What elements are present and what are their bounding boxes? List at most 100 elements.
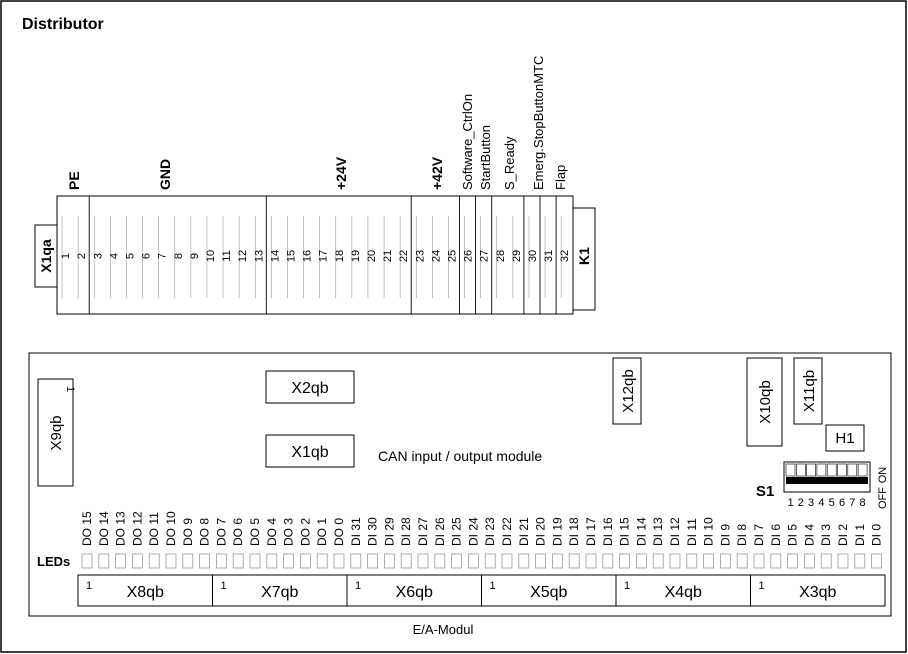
led-indicator bbox=[619, 553, 630, 569]
led-indicator bbox=[552, 553, 563, 569]
bottom-connector-label: X4qb bbox=[665, 584, 702, 601]
io-label: DO 1 bbox=[315, 518, 329, 546]
bottom-connector-pin: 1 bbox=[355, 580, 361, 592]
led-indicator bbox=[131, 553, 143, 569]
led-indicator bbox=[266, 553, 278, 569]
s1-switch-bar bbox=[786, 477, 868, 484]
terminal-body bbox=[56, 195, 574, 315]
dip-number: 6 bbox=[839, 497, 845, 509]
io-label: DI 13 bbox=[651, 517, 665, 546]
bottom-connector-label: X5qb bbox=[530, 584, 567, 601]
distributor-block: X1qa K1 1 2 3 4 5 6 7 8 9 10 11 12 13 14 15 16 17 18 19 20 2… bbox=[34, 195, 596, 315]
io-label: DI 11 bbox=[685, 518, 699, 546]
pin-number: 6 bbox=[141, 253, 153, 259]
led-indicator bbox=[837, 553, 849, 569]
k1-label: K1 bbox=[576, 247, 592, 265]
signal-label-flap: Flap bbox=[553, 165, 568, 190]
pin-number: 29 bbox=[511, 250, 523, 262]
io-label: DI 6 bbox=[769, 524, 783, 546]
io-label: DI 2 bbox=[836, 524, 850, 546]
pin-number: 22 bbox=[398, 250, 410, 262]
bottom-connector bbox=[750, 574, 886, 607]
bottom-connector-label: X6qb bbox=[396, 584, 433, 601]
bottom-connector bbox=[212, 574, 348, 607]
io-label: DO 4 bbox=[265, 518, 279, 546]
pin-number: 7 bbox=[157, 253, 169, 259]
io-label: DI 26 bbox=[433, 517, 447, 546]
bottom-connector-pin: 1 bbox=[624, 580, 630, 592]
io-label: DO 3 bbox=[282, 518, 296, 546]
dip-cell bbox=[837, 463, 847, 477]
dip-cells bbox=[785, 463, 868, 477]
io-label: DO 5 bbox=[248, 518, 262, 546]
led-indicator bbox=[165, 553, 177, 569]
led-indicator bbox=[316, 553, 328, 569]
x12qb-label: X12qb bbox=[620, 369, 637, 412]
pin-number: 17 bbox=[318, 250, 330, 262]
io-label: DI 24 bbox=[466, 517, 480, 546]
led-indicator bbox=[602, 553, 614, 569]
led-indicator bbox=[417, 553, 429, 569]
pin-number: 15 bbox=[285, 250, 297, 262]
led-indicator bbox=[215, 553, 227, 569]
module-footer: E/A-Modul bbox=[413, 622, 474, 637]
io-label: DO 11 bbox=[147, 512, 161, 546]
io-label: DI 23 bbox=[483, 517, 497, 546]
dip-number: 8 bbox=[860, 497, 866, 509]
io-label: DI 12 bbox=[668, 517, 682, 546]
pin-number: 26 bbox=[463, 250, 475, 262]
pin-numbers: 1 2 3 4 5 6 7 8 9 10 11 12 13 14 15 16 17 18 19 20 21 22 23 24 2… bbox=[60, 250, 571, 262]
led-indicator bbox=[451, 553, 463, 569]
led-indicator bbox=[367, 553, 379, 569]
io-label: DO 2 bbox=[298, 518, 312, 546]
led-indicator bbox=[854, 553, 866, 569]
led-indicator bbox=[871, 553, 882, 569]
pin-separators bbox=[88, 196, 557, 314]
io-label: DI 18 bbox=[567, 517, 581, 546]
bottom-connector-pin: 1 bbox=[490, 580, 496, 592]
io-label: DI 10 bbox=[702, 517, 716, 546]
group-label-24v: +24V bbox=[333, 156, 349, 190]
pin-number: 16 bbox=[302, 250, 314, 262]
x11qb-label: X11qb bbox=[801, 370, 818, 412]
led-indicator bbox=[686, 553, 698, 569]
dip-number: 4 bbox=[818, 497, 824, 509]
dip-number: 2 bbox=[798, 497, 804, 509]
led-indicator bbox=[568, 553, 580, 569]
led-indicator bbox=[585, 553, 597, 569]
led-indicator bbox=[350, 553, 362, 569]
bottom-connector-label: X3qb bbox=[799, 584, 836, 601]
led-indicator bbox=[249, 553, 261, 569]
pin-number: 32 bbox=[559, 250, 571, 262]
io-label: DI 21 bbox=[517, 517, 531, 546]
io-label: DI 31 bbox=[349, 517, 363, 546]
module-caption: CAN input / output module bbox=[378, 448, 542, 464]
io-label: DI 25 bbox=[450, 517, 464, 546]
signal-label-startbutton: StartButton bbox=[478, 125, 493, 190]
io-label: DO 15 bbox=[80, 511, 94, 546]
io-label: DI 30 bbox=[366, 517, 380, 546]
pin-number: 25 bbox=[446, 250, 458, 262]
led-indicator bbox=[484, 553, 496, 569]
led-indicator bbox=[81, 553, 93, 569]
bottom-connector bbox=[346, 574, 482, 607]
io-label: DI 0 bbox=[870, 524, 884, 546]
inner-ticks bbox=[61, 216, 562, 298]
led-indicator bbox=[703, 553, 714, 569]
io-labels: DO 15 DO 14 DO 13 DO 12 DO 11 DO 10 DO 9 DO 8 DO… bbox=[80, 511, 884, 546]
h1-label: H1 bbox=[835, 430, 854, 447]
signal-label-emerg-stop: Emerg.StopButtonMTC bbox=[531, 56, 546, 190]
led-indicator bbox=[182, 553, 194, 569]
led-indicator bbox=[400, 553, 412, 569]
bottom-connectors: 1 X8qb 1 X7qb 1 X6qb 1 X5qb 1 X4qb 1 X3qb bbox=[77, 574, 886, 607]
x1qa-label: X1qa bbox=[38, 239, 54, 273]
s1-off-label: OFF bbox=[877, 487, 889, 509]
led-indicator bbox=[232, 553, 244, 569]
io-label: DI 22 bbox=[500, 517, 514, 546]
io-label: DI 27 bbox=[416, 517, 430, 546]
led-indicator bbox=[535, 553, 546, 569]
pin-number: 24 bbox=[430, 250, 442, 262]
led-indicator bbox=[115, 553, 126, 569]
